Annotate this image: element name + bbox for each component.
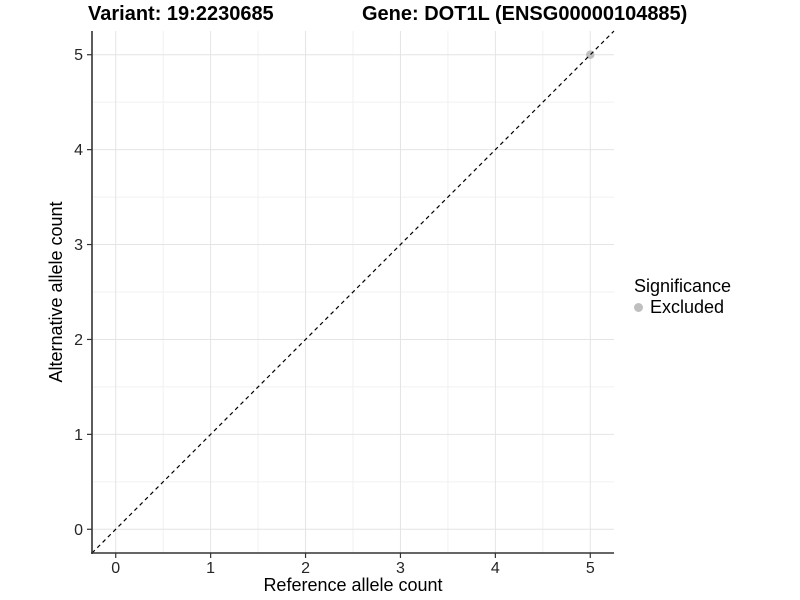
x-tick-label: 3 [396,560,405,577]
variant-title: Variant: 19:2230685 [88,3,274,25]
legend-key-circle-icon [634,302,643,312]
x-tick-label: 4 [491,560,500,577]
x-tick-label: 0 [111,560,120,577]
gene-title: Gene: DOT1L (ENSG00000104885) [362,3,688,25]
x-axis-title: Reference allele count [263,575,443,595]
y-tick-label: 2 [74,332,83,349]
x-tick-label: 2 [301,560,310,577]
identity-reference-line [91,30,615,554]
y-tick-label: 5 [74,47,83,64]
x-tick-label: 1 [206,560,215,577]
y-tick-label: 4 [74,142,83,159]
x-tick-label: 5 [586,560,595,577]
legend-item-excluded: Excluded [634,297,731,317]
y-axis-title: Alternative allele count [46,201,66,383]
y-tick-label: 1 [74,427,83,444]
y-tick-label: 0 [74,522,83,539]
legend-item-label: Excluded [650,296,725,317]
legend: Significance Excluded [634,276,731,317]
legend-title: Significance [634,276,732,296]
y-tick-label: 3 [74,237,83,254]
